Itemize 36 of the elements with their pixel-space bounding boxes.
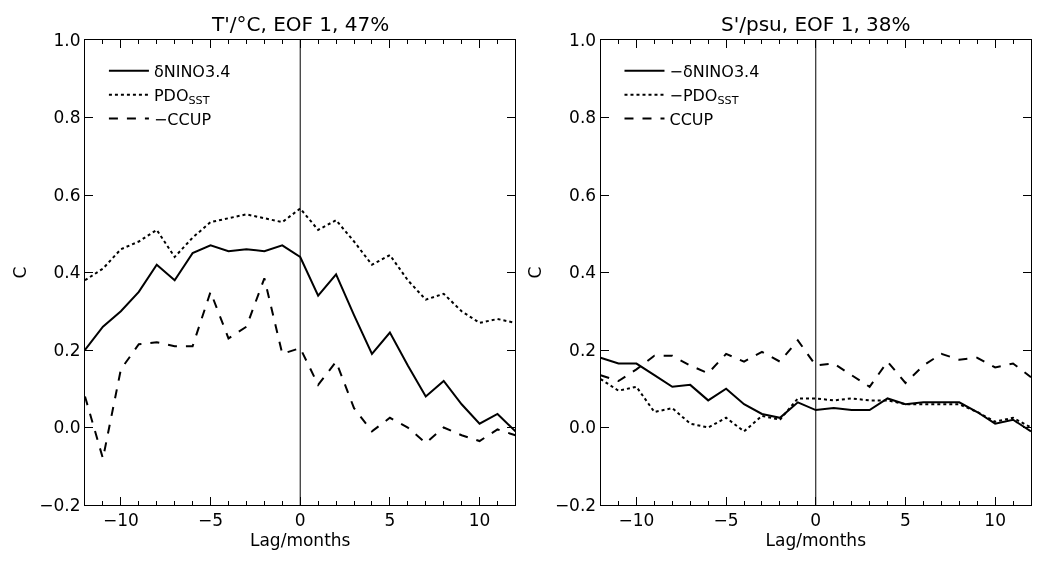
y-tick-label: 0.2	[569, 339, 597, 360]
legend-label: −δNINO3.4	[669, 62, 760, 82]
x-tick-label: 0	[810, 510, 822, 531]
y-tick-label: 0.4	[569, 262, 597, 283]
y-tick-label: 0.6	[53, 184, 81, 205]
y-tick-label: 0.6	[569, 184, 597, 205]
y-tick-label: 0.0	[53, 417, 81, 438]
x-axis-title: Lag/months	[249, 530, 351, 551]
y-axis-title: C	[9, 266, 30, 279]
x-axis-title: Lag/months	[765, 530, 867, 551]
y-tick-label: 1.0	[569, 29, 597, 50]
x-tick-label: 10	[984, 510, 1006, 531]
chart-title: S'/psu, EOF 1, 38%	[721, 12, 911, 36]
y-tick-label: 0.4	[53, 262, 81, 283]
legend-label: −PDO$_{SST}$	[669, 85, 739, 108]
chart-title: T'/°C, EOF 1, 47%	[211, 12, 390, 36]
x-tick-label: 10	[468, 510, 491, 531]
x-tick-label: −10	[618, 510, 655, 531]
y-tick-label: 0.0	[569, 417, 597, 438]
legend-label: CCUP	[669, 109, 714, 129]
y-tick-label: 0.2	[53, 339, 81, 360]
y-tick-label: −0.2	[39, 494, 81, 515]
y-tick-label: −0.2	[554, 494, 597, 515]
x-tick-label: −5	[713, 510, 739, 531]
y-axis-title: C	[525, 266, 546, 279]
y-tick-label: 0.8	[53, 107, 81, 128]
x-tick-label: 5	[900, 510, 911, 531]
legend-label: −CCUP	[153, 109, 212, 129]
x-tick-label: −10	[102, 510, 139, 531]
legend-label: PDO$_{SST}$	[153, 85, 210, 108]
legend-label: δNINO3.4	[153, 62, 231, 82]
x-tick-label: 0	[294, 510, 306, 531]
x-tick-label: 5	[384, 510, 396, 531]
y-tick-label: 1.0	[53, 29, 81, 50]
y-tick-label: 0.8	[569, 107, 597, 128]
x-tick-label: −5	[198, 510, 224, 531]
